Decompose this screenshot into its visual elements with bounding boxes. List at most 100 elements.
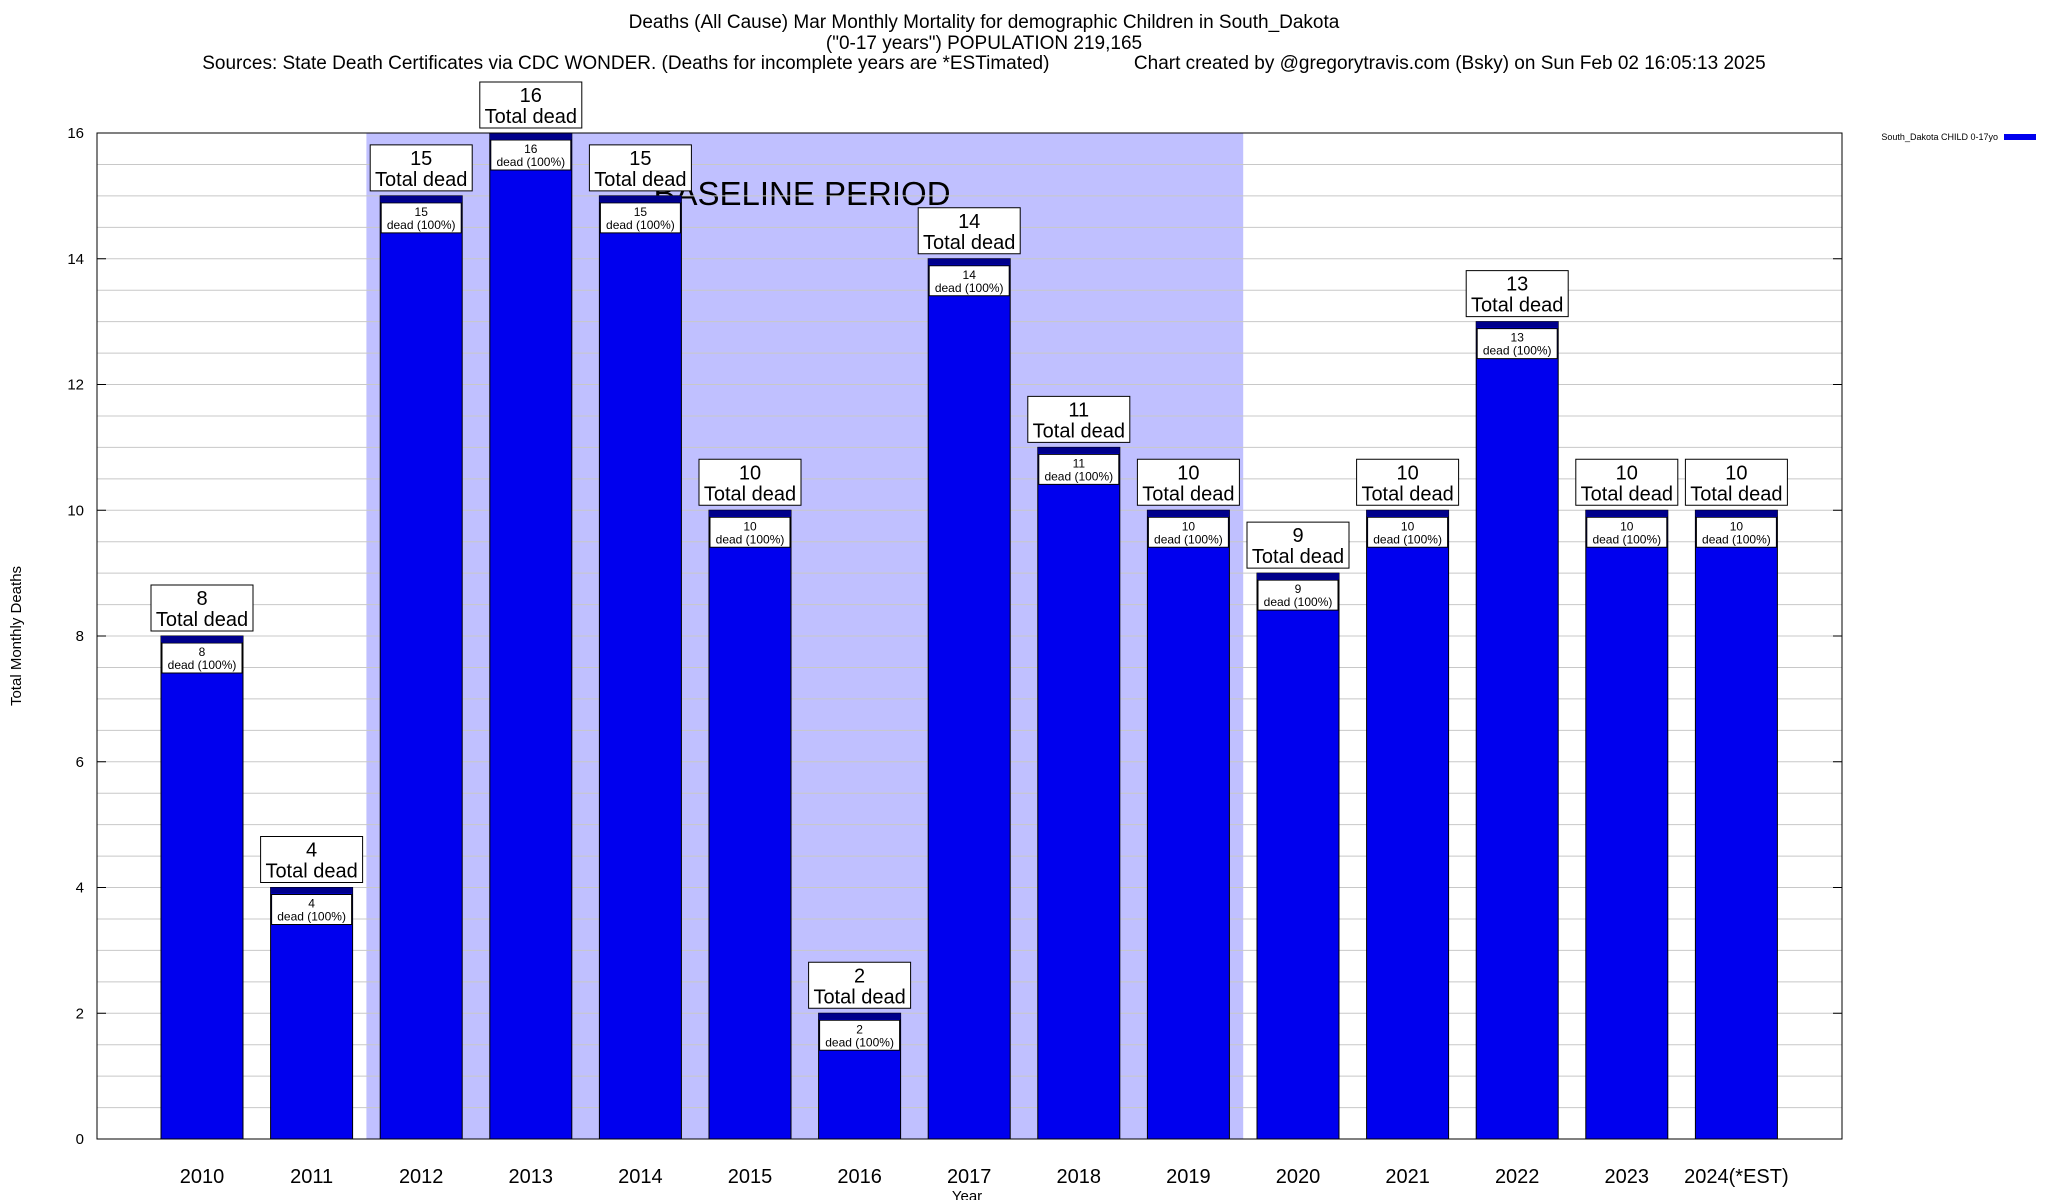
chart-subtitle: ("0-17 years") POPULATION 219,165 — [825, 33, 1143, 54]
bar-total-caption: Total dead — [156, 609, 248, 631]
x-tick-label: 2019 — [1166, 1166, 1211, 1188]
bar — [598, 195, 682, 1140]
bar-inner-value: 16 — [524, 142, 538, 156]
bar — [1475, 321, 1559, 1140]
y-tick-label: 0 — [76, 1131, 84, 1148]
bar-inner-label-box — [161, 642, 243, 674]
x-axis-label: Year — [952, 1188, 982, 1200]
bar-top-cap — [270, 887, 353, 894]
y-tick-label: 2 — [76, 1005, 84, 1022]
bar-total-value: 14 — [958, 211, 980, 233]
bar-top-cap — [1695, 510, 1778, 517]
y-tick-label: 10 — [67, 502, 84, 519]
bar-total-caption: Total dead — [1471, 295, 1563, 317]
bar-top-cap — [489, 133, 572, 139]
bar-inner-value: 10 — [1401, 519, 1415, 533]
bar-inner-percent: dead (100%) — [1264, 595, 1333, 609]
bar-top-cap — [818, 1013, 901, 1020]
bar-total-value: 4 — [306, 840, 317, 862]
bar — [270, 887, 354, 1140]
bar-total-value: 10 — [1396, 462, 1418, 484]
bar-total-value: 15 — [629, 148, 651, 170]
bar-inner-value: 2 — [856, 1022, 863, 1036]
bar — [708, 509, 792, 1140]
bar-total-label-box — [260, 836, 364, 883]
baseline-period-label: BASELINE PERIOD — [653, 175, 950, 212]
bar-top-cap — [709, 510, 791, 517]
x-tick-label: 2015 — [728, 1166, 773, 1188]
bar-total-label-box — [1136, 458, 1240, 506]
bar-total-label-box — [150, 584, 254, 632]
bar-inner-label-box — [1038, 453, 1120, 485]
bar-inner-label-box — [1367, 516, 1449, 548]
bar-total-label-box — [369, 144, 473, 192]
bar-top-cap — [161, 636, 243, 642]
bar-total-value: 10 — [739, 462, 761, 484]
bar-total-value: 15 — [410, 148, 432, 170]
bar-total-value: 10 — [1616, 462, 1638, 484]
bar-inner-label-box — [490, 139, 572, 171]
bar-total-value: 13 — [1506, 274, 1528, 296]
bar-total-label-box — [917, 207, 1021, 255]
bar-total-label-box — [588, 144, 692, 192]
bar-inner-label-box — [380, 202, 462, 234]
bar-inner-label-box — [599, 202, 681, 234]
bar-inner-value: 10 — [743, 519, 757, 533]
bar-total-label-box — [698, 458, 802, 506]
bar-top-cap — [380, 195, 463, 202]
legend-series-name: South_Dakota CHILD 0-17yo — [1881, 132, 1998, 142]
bar-inner-label-box — [271, 894, 353, 925]
bar — [1037, 446, 1121, 1140]
legend-swatch — [2004, 134, 2036, 140]
bar — [1585, 509, 1669, 1140]
y-tick-label: 16 — [67, 125, 84, 142]
x-tick-label: 2020 — [1276, 1166, 1321, 1188]
bar-inner-percent: dead (100%) — [716, 532, 785, 546]
x-tick-label: 2018 — [1057, 1166, 1102, 1188]
x-tick-label: 2024(*EST) — [1684, 1166, 1789, 1188]
bar-total-caption: Total dead — [923, 232, 1015, 254]
bar — [489, 132, 573, 1140]
bar-top-cap — [1257, 573, 1339, 580]
bar-total-caption: Total dead — [1142, 483, 1234, 505]
x-tick-label: 2012 — [399, 1166, 444, 1188]
bar-total-caption: Total dead — [1581, 483, 1673, 505]
bar-total-caption: Total dead — [265, 861, 357, 883]
bar — [1146, 509, 1230, 1140]
x-tick-label: 2013 — [509, 1166, 554, 1188]
bar-inner-label-box — [1476, 328, 1558, 360]
bar-inner-label-box — [1695, 516, 1777, 548]
bar-total-value: 16 — [520, 85, 542, 107]
bar-total-value: 10 — [1725, 462, 1747, 484]
bar-total-label-box — [1575, 458, 1679, 506]
y-tick-label: 14 — [67, 251, 84, 268]
bar-total-label-box — [1027, 395, 1131, 443]
bar-top-cap — [1476, 321, 1559, 328]
x-tick-label: 2014 — [618, 1166, 663, 1188]
bar-total-label-box — [1684, 458, 1788, 506]
chart-sources-credit: Sources: State Death Certificates via CD… — [202, 53, 1766, 74]
bar-total-value: 11 — [1068, 399, 1089, 421]
bar-total-value: 9 — [1292, 525, 1303, 547]
bar-top-cap — [1147, 510, 1230, 517]
bar — [927, 258, 1011, 1140]
chart-title: Deaths (All Cause) Mar Monthly Mortality… — [628, 12, 1340, 33]
bar — [1694, 509, 1778, 1140]
bar-inner-value: 15 — [415, 205, 429, 219]
bar-total-caption: Total dead — [1690, 483, 1782, 505]
bar-inner-percent: dead (100%) — [168, 658, 237, 672]
bar-inner-percent: dead (100%) — [1592, 532, 1661, 546]
bar-top-cap — [928, 258, 1011, 265]
bar-inner-percent: dead (100%) — [496, 155, 565, 169]
y-tick-label: 8 — [76, 628, 84, 645]
x-tick-label: 2016 — [837, 1166, 882, 1188]
bar-inner-percent: dead (100%) — [1483, 344, 1552, 358]
bar-inner-label-box — [819, 1019, 901, 1051]
bar-inner-value: 13 — [1511, 331, 1525, 345]
bar-top-cap — [1366, 510, 1449, 517]
bar-inner-percent: dead (100%) — [387, 218, 456, 232]
bar-inner-percent: dead (100%) — [825, 1035, 894, 1049]
bar-total-caption: Total dead — [1361, 483, 1453, 505]
bar-inner-percent: dead (100%) — [277, 910, 346, 924]
